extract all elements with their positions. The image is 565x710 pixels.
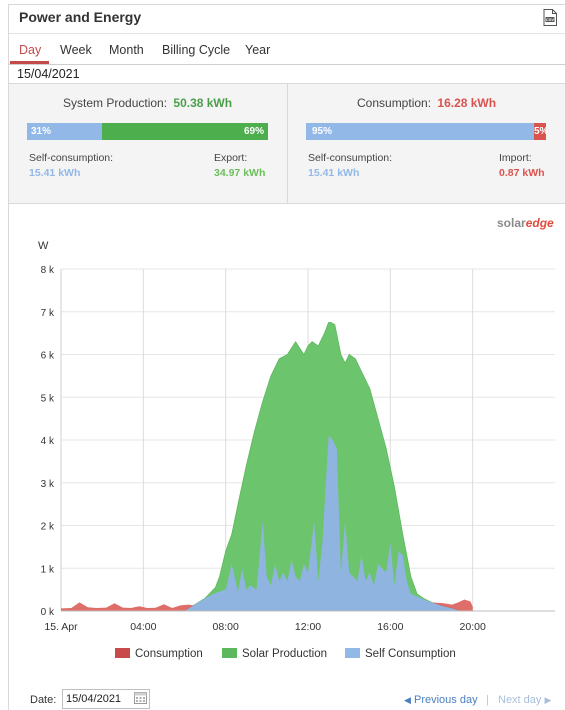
y-axis-label: W [38,240,49,252]
nav-separator: | [486,694,489,706]
production-summary-title: System Production: 50.38 kWh [63,96,232,110]
consumption-split-bar: 95% 5% [306,123,549,140]
y-tick-label: 6 k [41,351,55,362]
y-tick-label: 3 k [41,479,55,490]
tab-day[interactable]: Day [19,43,42,57]
x-tick-label: 20:00 [460,621,486,633]
y-tick-label: 2 k [41,522,55,533]
y-tick-label: 4 k [41,436,55,447]
consumption-self-segment: 95% [306,123,534,140]
previous-day-label: Previous day [413,694,478,706]
tab-year[interactable]: Year [245,43,271,57]
widget-title: Power and Energy [19,9,142,25]
legend-consumption-swatch [115,648,130,658]
export-label: Export: [214,152,248,164]
next-day-link[interactable]: Next day ▶ [498,694,551,706]
active-tab-indicator [10,61,49,64]
next-day-label: Next day [498,694,542,706]
production-export-segment: 69% [102,123,268,140]
widget-frame [8,4,565,710]
x-tick-label: 04:00 [130,621,156,633]
x-tick-label: 16:00 [377,621,403,633]
consumption-self-pct: 95% [312,126,333,137]
x-tick-label: 12:00 [295,621,321,633]
consumption-summary-title: Consumption: 16.28 kWh [357,96,496,110]
svg-text:CSV: CSV [546,17,555,22]
production-self-value: 15.41 kWh [29,167,81,179]
y-tick-label: 7 k [41,308,55,319]
power-chart: 0 k 1 k 2 k 3 k 4 k 5 k 6 k 7 k 8 k 15. Apr 04:00 0… [38,240,555,633]
solar-production-area [183,322,461,612]
y-tick-label: 5 k [41,393,55,404]
consumption-self-label: Self-consumption: [308,152,393,164]
chevron-left-icon: ◀ [404,695,411,705]
legend-self-consumption[interactable]: Self Consumption [345,648,456,660]
tab-week[interactable]: Week [60,43,92,57]
consumption-label: Consumption: [357,96,432,110]
legend-self-swatch [345,648,360,658]
import-label: Import: [499,152,532,164]
logo-edge-text: edge [525,216,554,230]
date-picker-input[interactable]: 15/04/2021 [62,689,150,709]
y-tick-label: 1 k [41,564,55,575]
header-divider [9,33,565,34]
tab-billing-cycle[interactable]: Billing Cycle [162,43,231,57]
selected-date: 15/04/2021 [17,67,80,81]
production-self-label: Self-consumption: [29,152,114,164]
self-consumption-area [184,435,461,611]
y-tick-label: 0 k [41,607,55,618]
logo-solar-text: solar [497,216,526,230]
calendar-icon[interactable] [134,691,147,704]
solaredge-logo: solaredge [497,216,554,230]
legend-consumption-label: Consumption [135,648,203,660]
production-split-bar: 31% 69% [27,123,268,140]
previous-day-link[interactable]: ◀ Previous day [404,694,478,706]
export-value: 34.97 kWh [214,167,266,179]
csv-export-icon[interactable]: CSV [543,9,557,26]
legend-solar-production[interactable]: Solar Production [222,648,327,660]
legend-solar-label: Solar Production [242,648,328,660]
production-self-segment: 31% [27,123,102,140]
consumption-self-value: 15.41 kWh [308,167,360,179]
consumption-import-pct: 5% [534,126,549,137]
summary-divider [287,83,288,204]
consumption-import-segment: 5% [534,123,549,140]
x-tick-label: 15. Apr [44,621,78,633]
chevron-right-icon: ▶ [544,695,552,705]
footer-date-label: Date: [30,694,57,706]
import-value: 0.87 kWh [499,167,545,179]
consumption-value: 16.28 kWh [437,96,497,110]
production-self-pct: 31% [31,126,52,137]
production-label: System Production: [63,96,168,110]
legend-self-label: Self Consumption [365,648,456,660]
tabs-divider [9,64,565,65]
production-value: 50.38 kWh [173,96,233,110]
tab-month[interactable]: Month [109,43,144,57]
x-tick-label: 08:00 [213,621,239,633]
legend-consumption[interactable]: Consumption [115,648,203,660]
y-tick-label: 8 k [41,265,55,276]
production-export-pct: 69% [243,126,264,137]
period-tabs [9,34,565,64]
legend-solar-swatch [222,648,237,658]
